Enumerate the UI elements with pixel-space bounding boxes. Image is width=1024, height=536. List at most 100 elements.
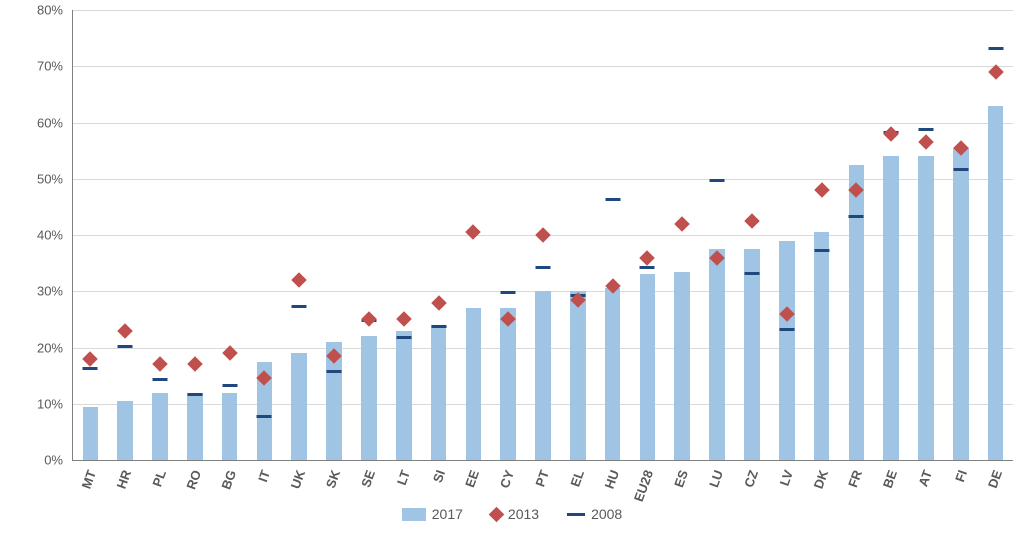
marker-diamond: [674, 216, 690, 232]
x-tick-label: SI: [429, 468, 447, 485]
legend: 2017 2013 2008: [0, 506, 1024, 522]
bar: [883, 156, 899, 460]
marker-dash: [292, 305, 307, 308]
bar: [918, 156, 934, 460]
bar: [431, 325, 447, 460]
marker-diamond: [640, 250, 656, 266]
legend-item: 2013: [491, 506, 539, 522]
y-tick-label: 0%: [13, 453, 63, 468]
bar: [117, 401, 133, 460]
bar: [535, 291, 551, 460]
bar: [570, 291, 586, 460]
legend-label: 2017: [432, 506, 463, 522]
y-tick-label: 10%: [13, 396, 63, 411]
y-tick-label: 60%: [13, 115, 63, 130]
bar: [222, 393, 238, 461]
x-tick-label: LU: [706, 468, 726, 489]
y-tick-label: 70%: [13, 59, 63, 74]
marker-diamond: [152, 357, 168, 373]
marker-dash: [640, 266, 655, 269]
marker-diamond: [814, 182, 830, 198]
bar: [396, 331, 412, 460]
y-tick-label: 40%: [13, 228, 63, 243]
marker-dash: [779, 328, 794, 331]
bar: [849, 165, 865, 460]
bar: [83, 407, 99, 460]
marker-diamond: [361, 312, 377, 328]
x-tick-label: SK: [323, 468, 343, 490]
x-tick-label: FR: [845, 468, 865, 489]
x-tick-label: IT: [256, 468, 274, 484]
marker-dash: [83, 367, 98, 370]
plot-area: 0%10%20%30%40%50%60%70%80%MTHRPLROBGITUK…: [72, 10, 1013, 461]
marker-dash: [536, 266, 551, 269]
x-tick-label: BG: [218, 468, 239, 491]
bar: [814, 232, 830, 460]
bar: [709, 249, 725, 460]
x-tick-label: CY: [497, 468, 517, 490]
bar: [466, 308, 482, 460]
x-tick-label: UK: [288, 468, 309, 491]
x-tick-label: RO: [183, 468, 204, 491]
bar: [988, 106, 1004, 460]
marker-dash: [396, 336, 411, 339]
x-tick-label: AT: [915, 468, 935, 489]
x-tick-label: BE: [880, 468, 900, 490]
bar: [744, 249, 760, 460]
marker-diamond: [535, 227, 551, 243]
marker-dash: [814, 249, 829, 252]
x-tick-label: FI: [952, 468, 970, 484]
marker-diamond: [431, 295, 447, 311]
x-tick-label: EU28: [631, 468, 656, 504]
legend-swatch-dash-icon: [567, 513, 585, 516]
legend-item: 2017: [402, 506, 463, 522]
gridline: [73, 10, 1013, 11]
marker-diamond: [117, 323, 133, 339]
legend-item: 2008: [567, 506, 622, 522]
marker-dash: [744, 272, 759, 275]
marker-diamond: [918, 134, 934, 150]
x-tick-label: EE: [462, 468, 482, 489]
legend-swatch-diamond-icon: [489, 506, 505, 522]
x-tick-label: EL: [567, 468, 587, 489]
x-tick-label: HR: [114, 468, 135, 491]
bar: [605, 288, 621, 460]
bar: [953, 148, 969, 460]
bar: [779, 241, 795, 460]
legend-swatch-box-icon: [402, 508, 426, 521]
marker-diamond: [466, 224, 482, 240]
x-tick-label: LT: [394, 468, 413, 487]
bar: [291, 353, 307, 460]
marker-diamond: [292, 272, 308, 288]
x-tick-label: DE: [984, 468, 1004, 490]
x-tick-label: MT: [79, 468, 100, 491]
bar: [500, 308, 516, 460]
marker-dash: [988, 47, 1003, 50]
marker-dash: [953, 168, 968, 171]
gridline: [73, 123, 1013, 124]
legend-label: 2008: [591, 506, 622, 522]
bar: [152, 393, 168, 461]
marker-dash: [710, 179, 725, 182]
x-tick-label: SE: [358, 468, 378, 489]
bar: [187, 393, 203, 461]
x-tick-label: PL: [149, 468, 169, 489]
legend-label: 2013: [508, 506, 539, 522]
y-tick-label: 30%: [13, 284, 63, 299]
marker-dash: [605, 198, 620, 201]
marker-diamond: [883, 126, 899, 142]
marker-dash: [257, 415, 272, 418]
gridline: [73, 66, 1013, 67]
marker-dash: [501, 291, 516, 294]
gridline: [73, 179, 1013, 180]
marker-dash: [431, 325, 446, 328]
y-tick-label: 50%: [13, 171, 63, 186]
x-tick-label: CZ: [741, 468, 761, 489]
marker-dash: [118, 345, 133, 348]
x-tick-label: LV: [776, 468, 795, 488]
x-tick-label: PT: [532, 468, 552, 489]
marker-diamond: [187, 357, 203, 373]
bar: [361, 336, 377, 460]
bar: [640, 274, 656, 460]
marker-dash: [327, 370, 342, 373]
